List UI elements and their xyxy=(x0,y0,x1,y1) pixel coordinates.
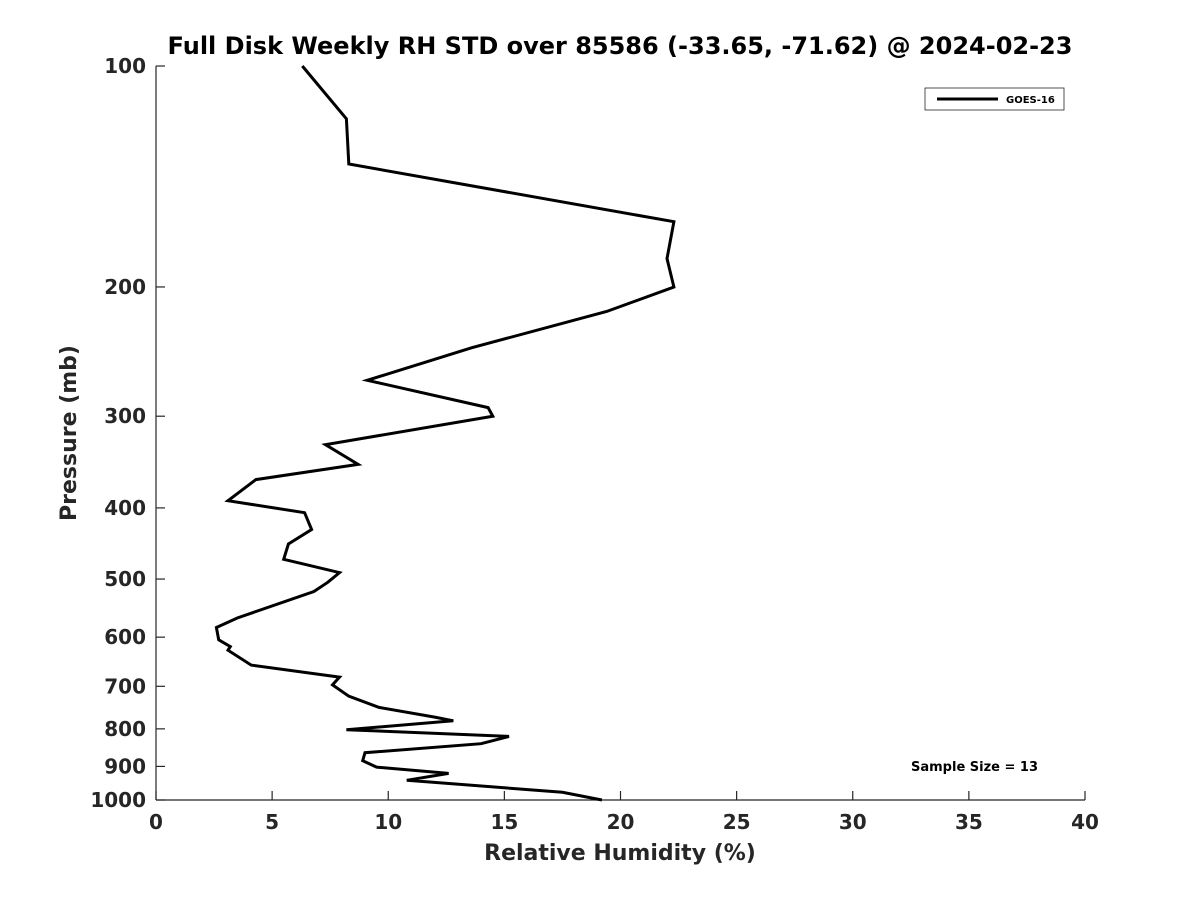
y-tick-label: 1000 xyxy=(90,788,146,812)
x-tick-label: 20 xyxy=(607,810,635,834)
x-tick-label: 0 xyxy=(149,810,163,834)
x-tick-label: 25 xyxy=(723,810,751,834)
y-tick-label: 400 xyxy=(104,496,146,520)
y-tick-label: 200 xyxy=(104,275,146,299)
plot-area xyxy=(155,66,1085,801)
legend-label: GOES-16 xyxy=(1006,95,1055,106)
y-tick-label: 500 xyxy=(104,567,146,591)
x-tick-label: 40 xyxy=(1071,810,1099,834)
chart-title: Full Disk Weekly RH STD over 85586 (-33.… xyxy=(168,32,1073,60)
x-tick-label: 30 xyxy=(839,810,867,834)
x-tick-label: 15 xyxy=(490,810,518,834)
series-line-goes-16 xyxy=(214,65,676,802)
x-axis-label: Relative Humidity (%) xyxy=(484,841,756,866)
y-tick-label: 800 xyxy=(104,717,146,741)
y-axis-ticks: 100 200 300 400 500 600 700 800 900 1000 xyxy=(90,54,165,812)
legend: GOES-16 xyxy=(924,87,1065,111)
x-tick-label: 10 xyxy=(374,810,402,834)
y-tick-label: 300 xyxy=(104,404,146,428)
y-tick-label: 100 xyxy=(104,54,146,78)
y-tick-label: 900 xyxy=(104,754,146,778)
y-tick-label: 600 xyxy=(104,625,146,649)
y-axis-label: Pressure (mb) xyxy=(57,345,82,521)
x-axis-ticks: 0 5 10 15 20 25 30 35 40 xyxy=(149,791,1099,834)
sample-size-annotation: Sample Size = 13 xyxy=(911,760,1038,775)
x-tick-label: 35 xyxy=(955,810,983,834)
x-tick-label: 5 xyxy=(265,810,279,834)
y-tick-label: 700 xyxy=(104,674,146,698)
series-layer xyxy=(214,65,676,802)
